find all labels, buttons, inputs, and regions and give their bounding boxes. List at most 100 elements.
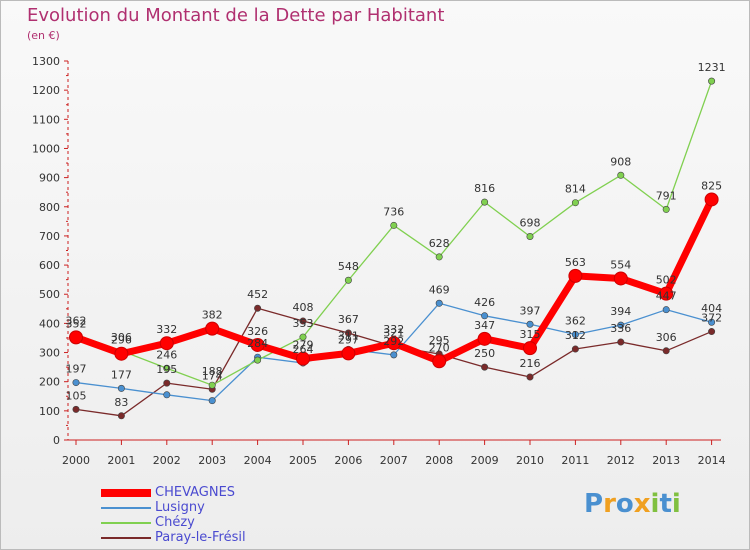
- y-tick-label: 500: [39, 288, 60, 301]
- data-label: 698: [520, 217, 541, 230]
- data-label: 311: [338, 329, 359, 342]
- data-point: [250, 337, 265, 352]
- data-point: [477, 331, 492, 346]
- data-point: [69, 330, 83, 345]
- data-label: 382: [202, 309, 223, 322]
- y-tick-label: 200: [39, 376, 60, 389]
- legend-label: Lusigny: [155, 500, 205, 515]
- legend-item: Paray-le-Frésil: [101, 530, 321, 545]
- y-tick-label: 800: [39, 201, 60, 214]
- data-point: [296, 351, 310, 366]
- logo-letter: r: [603, 489, 616, 519]
- data-point: [390, 221, 398, 229]
- logo-letter: t: [659, 489, 672, 519]
- x-tick-label: 2012: [607, 454, 635, 467]
- data-point: [708, 77, 716, 85]
- data-label: 216: [520, 357, 541, 370]
- data-label: 326: [247, 325, 268, 338]
- legend-swatch: [101, 489, 151, 497]
- x-tick-label: 2002: [153, 454, 181, 467]
- data-label: 297: [338, 333, 359, 346]
- data-label: 174: [202, 369, 223, 382]
- data-label: 188: [202, 365, 223, 378]
- data-label: 352: [66, 317, 87, 330]
- data-point: [205, 321, 220, 336]
- data-point: [254, 304, 262, 312]
- x-tick-label: 2003: [198, 454, 226, 467]
- data-point: [386, 336, 401, 351]
- logo-letter: o: [615, 489, 634, 519]
- legend-label: Chézy: [155, 515, 195, 530]
- data-label: 197: [66, 363, 87, 376]
- data-point: [481, 198, 489, 206]
- data-label: 1231: [698, 61, 726, 74]
- x-tick-label: 2014: [698, 454, 726, 467]
- legend-swatch: [101, 522, 151, 524]
- logo-letter: i: [650, 489, 660, 519]
- data-label: 246: [156, 348, 177, 361]
- data-label: 321: [383, 326, 404, 339]
- data-point: [617, 338, 625, 346]
- data-point: [117, 412, 125, 420]
- data-point: [526, 233, 534, 241]
- data-point: [254, 356, 262, 364]
- data-label: 452: [247, 288, 268, 301]
- legend-item: Chézy: [101, 515, 321, 530]
- data-label: 315: [520, 328, 541, 341]
- data-label: 447: [656, 290, 677, 303]
- legend-swatch: [101, 507, 151, 509]
- data-label: 195: [156, 363, 177, 376]
- data-point: [571, 330, 579, 338]
- data-point: [708, 328, 716, 336]
- data-label: 264: [293, 343, 314, 356]
- data-point: [526, 373, 534, 381]
- data-point: [163, 391, 171, 399]
- data-label: 296: [111, 334, 132, 347]
- y-tick-label: 0: [53, 434, 60, 447]
- data-point: [72, 405, 80, 413]
- logo-letter: i: [671, 489, 681, 519]
- data-point: [571, 199, 579, 207]
- data-point: [390, 351, 398, 359]
- x-tick-label: 2007: [380, 454, 408, 467]
- proxiti-logo: Proxiti: [584, 489, 681, 519]
- x-tick-label: 2008: [425, 454, 453, 467]
- data-point: [114, 346, 129, 361]
- data-point: [435, 253, 443, 261]
- data-label: 353: [293, 317, 314, 330]
- y-tick-label: 700: [39, 230, 60, 243]
- data-label: 177: [111, 368, 132, 381]
- logo-letter: x: [633, 489, 651, 519]
- data-label: 814: [565, 183, 586, 196]
- chart-subtitle: (en €): [27, 29, 60, 42]
- data-point: [435, 299, 443, 307]
- data-point: [523, 341, 537, 356]
- legend-item: CHEVAGNES: [101, 485, 321, 500]
- data-point: [344, 329, 352, 337]
- data-point: [341, 346, 356, 361]
- data-label: 295: [429, 334, 450, 347]
- data-label: 825: [701, 179, 722, 192]
- data-point: [662, 347, 670, 355]
- data-label: 367: [338, 313, 359, 326]
- data-label: 270: [429, 341, 450, 354]
- data-point: [659, 286, 674, 301]
- y-tick-label: 300: [39, 347, 60, 360]
- data-point: [344, 276, 352, 284]
- data-label: 312: [565, 329, 586, 342]
- data-point: [163, 379, 171, 387]
- data-label: 908: [610, 155, 631, 168]
- data-point: [617, 321, 625, 329]
- x-tick-label: 2013: [652, 454, 680, 467]
- data-label: 279: [293, 339, 314, 352]
- data-label: 628: [429, 237, 450, 250]
- data-point: [208, 381, 216, 389]
- y-tick-label: 100: [39, 405, 60, 418]
- data-point: [299, 317, 307, 325]
- data-point: [432, 354, 447, 369]
- data-label: 362: [66, 314, 87, 327]
- data-label: 563: [565, 256, 586, 269]
- x-tick-label: 2009: [471, 454, 499, 467]
- x-tick-label: 2006: [334, 454, 362, 467]
